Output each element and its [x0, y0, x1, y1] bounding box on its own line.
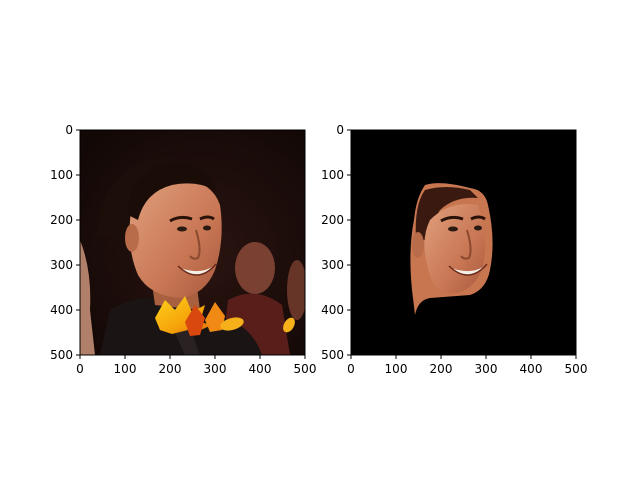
right-y-tick-label: 100: [321, 168, 344, 182]
right-y-tick-label: 300: [321, 258, 344, 272]
left-y-tick-label: 500: [50, 348, 73, 362]
right-x-tick-label: 300: [475, 362, 498, 376]
autumn-leaves: [155, 296, 295, 336]
right-y-tick-label: 400: [321, 303, 344, 317]
left-y-tick-label: 300: [50, 258, 73, 272]
left-y-tick-label: 200: [50, 213, 73, 227]
right-x-tick-label: 0: [347, 362, 355, 376]
left-x-tick-label: 0: [76, 362, 84, 376]
left-x-tick-label: 100: [114, 362, 137, 376]
left-x-tick-label: 400: [249, 362, 272, 376]
right-x-tick-label: 400: [520, 362, 543, 376]
left-x-tick-label: 500: [294, 362, 317, 376]
left-x-tick-label: 300: [204, 362, 227, 376]
right-x-tick-label: 500: [565, 362, 588, 376]
right-y-tick-label: 200: [321, 213, 344, 227]
masked-face-image: [351, 130, 576, 355]
right-x-tick-label: 100: [385, 362, 408, 376]
right-axes-frame: [350, 129, 577, 356]
right-x-tick-label: 200: [430, 362, 453, 376]
right-y-tick-label: 500: [321, 348, 344, 362]
left-axes-frame: [79, 129, 306, 356]
left-x-tick-label: 200: [159, 362, 182, 376]
left-y-tick-label: 100: [50, 168, 73, 182]
right-y-tick-label: 0: [336, 123, 344, 137]
left-y-tick-label: 0: [65, 123, 73, 137]
portrait-photo: [80, 130, 305, 355]
left-y-tick-label: 400: [50, 303, 73, 317]
